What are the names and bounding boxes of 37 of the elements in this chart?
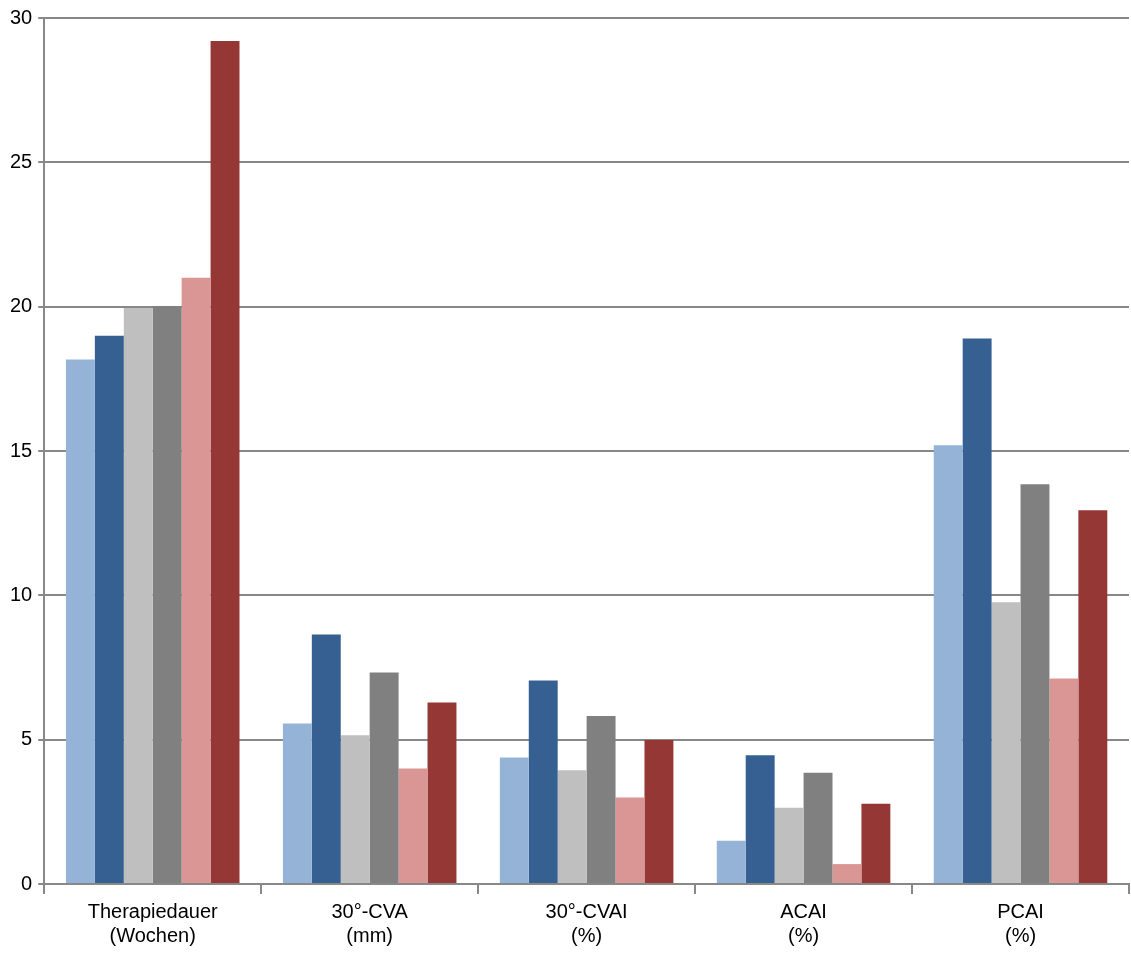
- bar: [210, 41, 240, 883]
- y-tick-label: 10: [10, 582, 33, 605]
- y-tick-label: 25: [10, 149, 33, 172]
- bar: [832, 864, 862, 883]
- bar: [340, 735, 370, 883]
- y-tick-label: 15: [10, 438, 33, 461]
- bar: [427, 702, 457, 883]
- bar: [499, 757, 529, 883]
- bar: [311, 634, 341, 883]
- bar: [528, 680, 558, 883]
- bar: [181, 277, 211, 883]
- bar: [991, 602, 1021, 883]
- bar: [282, 723, 312, 883]
- bar: [1049, 678, 1079, 883]
- y-tick-label: 30: [10, 5, 33, 28]
- x-tick-label: ACAI (%): [780, 899, 827, 946]
- bar: [1078, 510, 1108, 883]
- bar: [557, 770, 587, 883]
- x-tick-label: 30°-CVA (mm): [331, 899, 409, 946]
- bar: [644, 739, 674, 883]
- bar: [615, 797, 645, 883]
- x-tick-label: 30°-CVAI (%): [545, 899, 628, 946]
- y-tick-label: 0: [21, 871, 33, 894]
- bar: [65, 359, 95, 883]
- x-tick-label: PCAI (%): [997, 899, 1044, 946]
- y-tick-label: 20: [10, 294, 33, 317]
- bar: [962, 338, 992, 883]
- bar: [933, 445, 963, 883]
- bar: [123, 308, 153, 883]
- x-tick-label: Therapiedauer (Wochen): [87, 899, 219, 946]
- bar: [716, 840, 746, 883]
- y-tick-label: 5: [21, 727, 33, 750]
- bar: [398, 768, 428, 883]
- bar: [774, 807, 804, 883]
- bar: [745, 755, 775, 883]
- bar: [94, 335, 124, 883]
- bar: [861, 803, 891, 883]
